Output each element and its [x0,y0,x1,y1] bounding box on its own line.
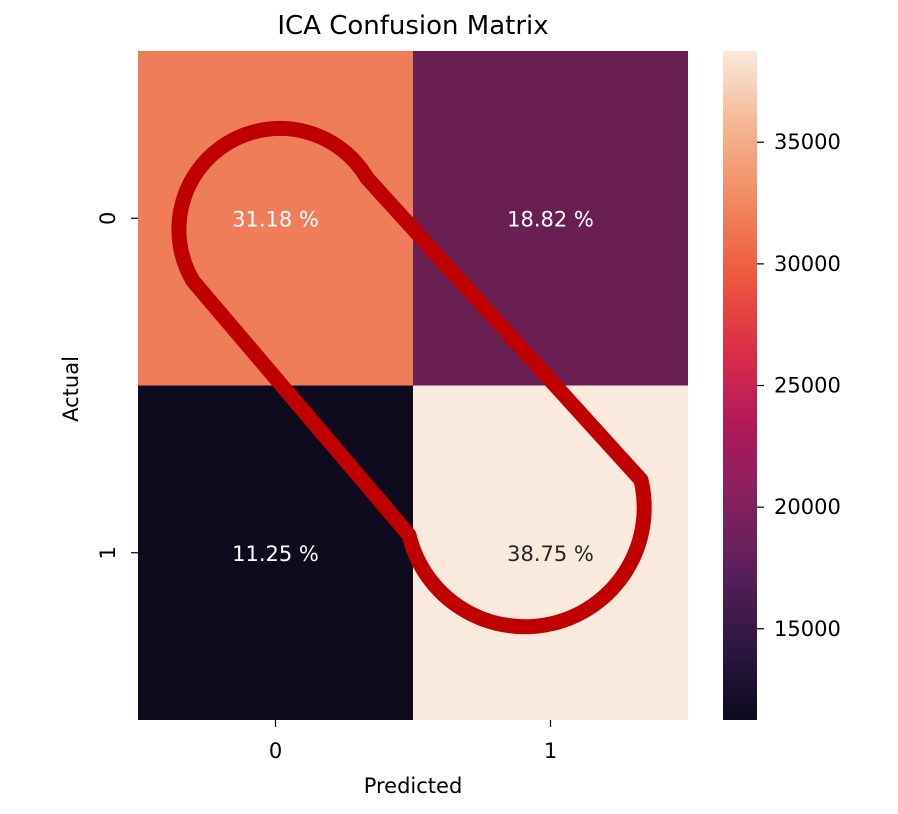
heatmap-cell [413,51,688,386]
cell-value-label: 31.18 % [232,207,319,231]
diagonal-highlight-annotation [171,120,652,635]
cell-value-label: 18.82 % [507,207,594,231]
x-tick-label: 1 [544,739,557,763]
colorbar-ticks: 15000 20000 25000 30000 35000 [757,130,841,641]
heatmap-cell [138,385,413,720]
y-axis: 01 [96,212,138,559]
colorbar [723,51,757,720]
colorbar-tick-label: 15000 [774,617,841,641]
cell-value-label: 38.75 % [507,542,594,566]
y-tick-label: 1 [96,546,120,559]
y-tick-label: 0 [96,212,120,225]
colorbar-tick-label: 25000 [774,374,841,398]
colorbar-tick-label: 20000 [774,495,841,519]
x-tick-label: 0 [269,739,282,763]
y-axis-label: Actual [59,356,83,422]
colorbar-tick-label: 35000 [774,130,841,154]
cell-value-label: 11.25 % [232,542,319,566]
colorbar-tick-label: 30000 [774,252,841,276]
heatmap-cells: 31.18 % 18.82 % 11.25 % 38.75 % [138,51,688,720]
x-axis-label: Predicted [364,774,463,798]
chart-title: ICA Confusion Matrix [277,11,548,41]
